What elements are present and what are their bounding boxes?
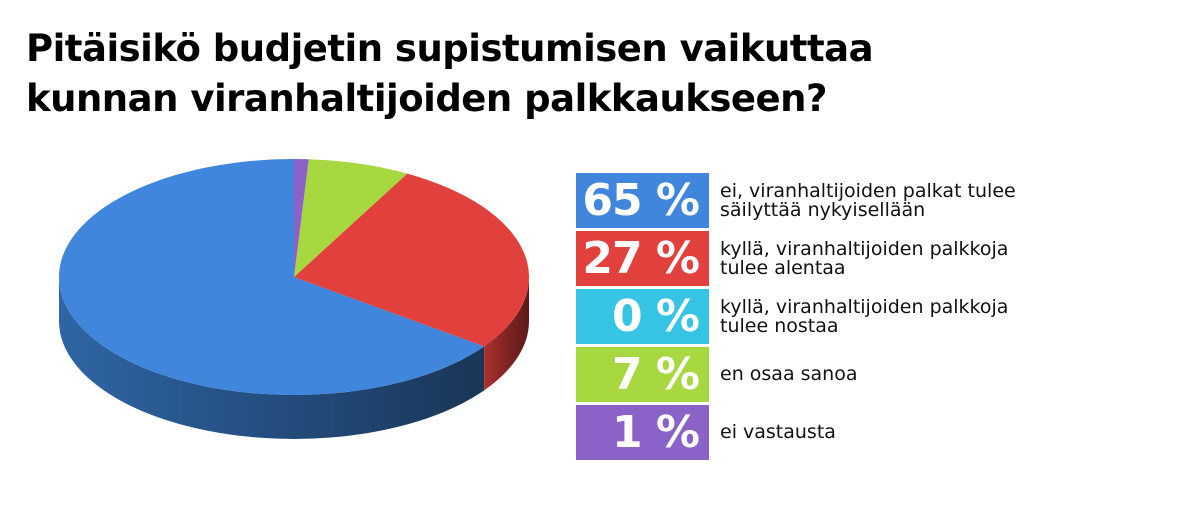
pie-slice <box>58 159 485 395</box>
legend-item: 1 % ei vastausta <box>576 405 1176 460</box>
legend-label: kyllä, viranhaltijoiden palkkoja tulee n… <box>720 295 1009 337</box>
legend-item: 7 % en osaa sanoa <box>576 347 1176 402</box>
legend-item: 0 % kyllä, viranhaltijoiden palkkoja tul… <box>576 289 1176 344</box>
pie-slice-side <box>59 277 485 439</box>
legend: 65 % ei, viranhaltijoiden palkat tulee s… <box>576 173 1176 463</box>
legend-value-badge: 27 % <box>576 231 709 286</box>
pie-slice <box>294 173 529 347</box>
legend-label-line: en osaa sanoa <box>720 363 858 385</box>
pie-slice-side <box>484 277 529 391</box>
legend-item: 27 % kyllä, viranhaltijoiden palkkoja tu… <box>576 231 1176 286</box>
chart-title: Pitäisikö budjetin supistumisen vaikutta… <box>26 24 1126 124</box>
legend-value-badge: 0 % <box>576 289 709 344</box>
legend-label: en osaa sanoa <box>720 365 857 384</box>
legend-label-line: kyllä, viranhaltijoiden palkkoja <box>720 237 1009 260</box>
legend-value-badge: 7 % <box>576 347 709 402</box>
legend-label: kyllä, viranhaltijoiden palkkoja tulee a… <box>720 237 1009 279</box>
pie-slice <box>294 159 309 277</box>
legend-label: ei, viranhaltijoiden palkat tulee säilyt… <box>720 179 1016 221</box>
legend-label-line: tulee nostaa <box>720 314 839 337</box>
legend-label-line: säilyttää nykyisellään <box>720 198 926 221</box>
title-line-2: kunnan viranhaltijoiden palkkaukseen? <box>26 77 827 120</box>
legend-label-line: ei, viranhaltijoiden palkat tulee <box>720 179 1016 202</box>
legend-label-line: ei vastausta <box>720 421 836 443</box>
pie-slice <box>294 159 408 277</box>
legend-value-badge: 1 % <box>576 405 709 460</box>
legend-label-line: tulee alentaa <box>720 256 846 279</box>
title-line-1: Pitäisikö budjetin supistumisen vaikutta… <box>26 27 874 70</box>
legend-label: ei vastausta <box>720 423 836 442</box>
legend-item: 65 % ei, viranhaltijoiden palkat tulee s… <box>576 173 1176 228</box>
legend-value-badge: 65 % <box>576 173 709 228</box>
legend-label-line: kyllä, viranhaltijoiden palkkoja <box>720 295 1009 318</box>
pie-chart <box>58 159 529 439</box>
